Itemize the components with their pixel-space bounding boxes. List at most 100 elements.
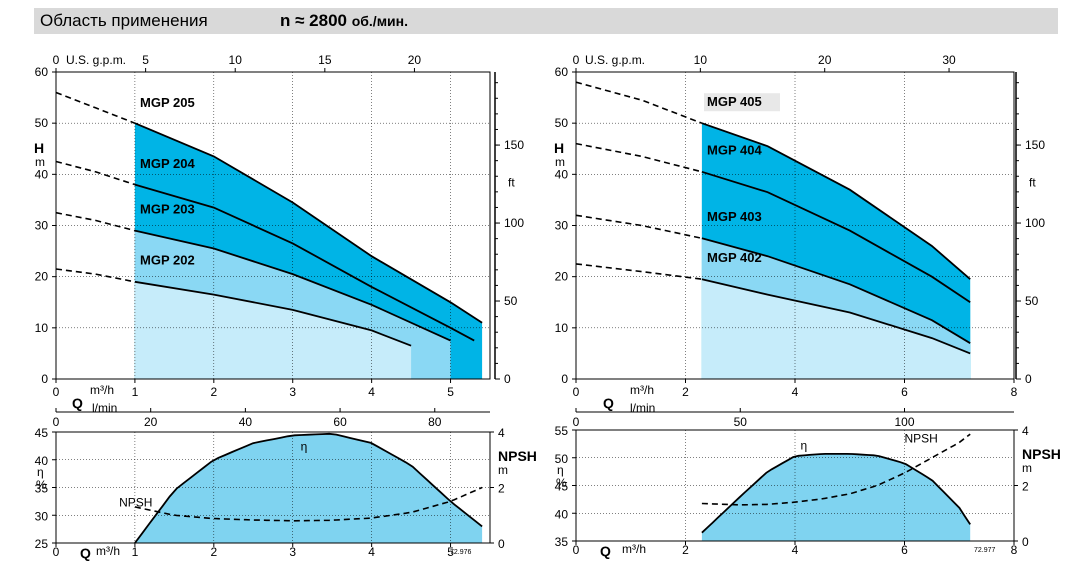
x-tick-label: 2 (682, 385, 689, 399)
curve-mgp-403 (701, 237, 971, 344)
curve-mgp-202 (134, 280, 412, 347)
y-tick-label: 10 (35, 321, 49, 335)
curve-mgp-204-dashed (55, 160, 136, 186)
y-tick-label: 40 (555, 507, 569, 521)
ft-tick-label: 0 (1025, 372, 1032, 386)
x-unit-label: m³/h (622, 542, 646, 556)
series-label-box (704, 93, 780, 112)
lmin-tick-label: 40 (239, 415, 253, 429)
x-tick-label: 0 (573, 385, 580, 399)
eta-axis-unit: % (36, 478, 47, 492)
y-tick-label: 0 (41, 372, 48, 386)
y-tick-label: 45 (555, 480, 569, 494)
efficiency-area (134, 433, 483, 543)
speed-unit: об./мин. (351, 13, 409, 29)
y-tick-label: 40 (555, 167, 569, 181)
npsh-tick-label: 2 (1022, 480, 1029, 494)
x-tick-label: 0 (53, 545, 60, 559)
efficiency-area (701, 453, 971, 541)
series-label: MGP 404 (707, 143, 762, 158)
npsh-tick-label: 4 (1022, 424, 1029, 438)
x-tick-label: 4 (368, 385, 375, 399)
ft-tick-label: 150 (504, 138, 524, 152)
q-label: Q (603, 395, 614, 411)
top-tick-label: 15 (318, 53, 332, 67)
npsh-tick-label: 0 (498, 537, 505, 551)
curve-mgp-205 (134, 122, 483, 324)
lmin-tick-label: 20 (144, 415, 158, 429)
q-label: Q (600, 543, 611, 559)
npsh-tick-label: 0 (1022, 535, 1029, 549)
x-tick-label: 6 (901, 385, 908, 399)
top-tick-label: 30 (942, 53, 956, 67)
curve-npsh (701, 433, 971, 506)
ft-label: ft (508, 175, 515, 189)
top-tick-label: 10 (229, 53, 243, 67)
npsh-axis-label: NPSH (498, 448, 537, 464)
lmin-tick-label: 50 (734, 415, 748, 429)
x-tick-label: 5 (447, 545, 454, 559)
h-label: H (34, 140, 44, 156)
y-tick-label: 50 (555, 116, 569, 130)
y-tick-label: 10 (555, 321, 569, 335)
npsh-axis-label: NPSH (1022, 446, 1061, 462)
curve-mgp-405-dashed (575, 81, 703, 124)
y-tick-label: 0 (561, 372, 568, 386)
y-tick-label: 20 (555, 270, 569, 284)
series-label: MGP 202 (140, 253, 195, 268)
curve-mgp-202-dashed (55, 268, 136, 283)
figure-code: 72.977 (974, 547, 996, 554)
eta-axis-label: η (557, 463, 564, 477)
curve-npsh (134, 486, 483, 522)
lmin-tick-label: 0 (53, 415, 60, 429)
x-tick-label: 5 (447, 385, 454, 399)
x-tick-label: 2 (210, 545, 217, 559)
series-label: MGP 204 (140, 156, 195, 171)
curve-mgp-203-dashed (55, 211, 136, 232)
curve-mgp-405 (701, 122, 971, 280)
ft-tick-label: 50 (1025, 294, 1039, 308)
y-tick-label: 50 (35, 116, 49, 130)
y-tick-label: 35 (35, 482, 49, 496)
ft-tick-label: 100 (1025, 216, 1045, 230)
q-label: Q (72, 395, 83, 411)
x-tick-label: 0 (53, 385, 60, 399)
y-tick-label: 25 (35, 537, 49, 551)
eta-curve-label: η (301, 439, 308, 453)
speed-label: n ≈ 2800 об./мин. (280, 11, 408, 31)
top-scale-label: U.S. g.p.m. (585, 53, 645, 67)
y-tick-label: 30 (35, 509, 49, 523)
eta-axis-unit: % (556, 476, 567, 490)
x-tick-label: 4 (368, 545, 375, 559)
title-banner: Область применения n ≈ 2800 об./мин. (34, 8, 1058, 34)
y-tick-label: 30 (35, 219, 49, 233)
band-mgp-202 (134, 281, 412, 379)
x-tick-label: 3 (289, 545, 296, 559)
x-tick-label: 0 (573, 543, 580, 557)
curve-mgp-402 (701, 278, 971, 355)
eta-axis-label: η (37, 465, 44, 479)
lmin-tick-label: 100 (894, 415, 914, 429)
series-label: MGP 203 (140, 202, 195, 217)
npsh-axis-unit: m (1022, 461, 1032, 475)
x-tick-label: 1 (132, 385, 139, 399)
series-label: MGP 403 (707, 209, 762, 224)
y-tick-label: 35 (555, 535, 569, 549)
h-unit-label: m (35, 155, 45, 169)
ft-tick-label: 150 (1025, 138, 1045, 152)
curve-efficiency (134, 432, 483, 544)
ft-label: ft (1029, 175, 1036, 189)
top-tick-label: 0 (573, 53, 580, 67)
speed-value: n ≈ 2800 (280, 11, 347, 30)
x-unit-label: m³/h (96, 544, 120, 558)
lmin-label: l/min (630, 401, 655, 415)
series-label: MGP 405 (707, 94, 762, 109)
npsh-curve-label: NPSH (119, 495, 152, 509)
top-tick-label: 5 (142, 53, 149, 67)
page-title: Область применения (40, 11, 208, 30)
x-tick-label: 2 (682, 543, 689, 557)
